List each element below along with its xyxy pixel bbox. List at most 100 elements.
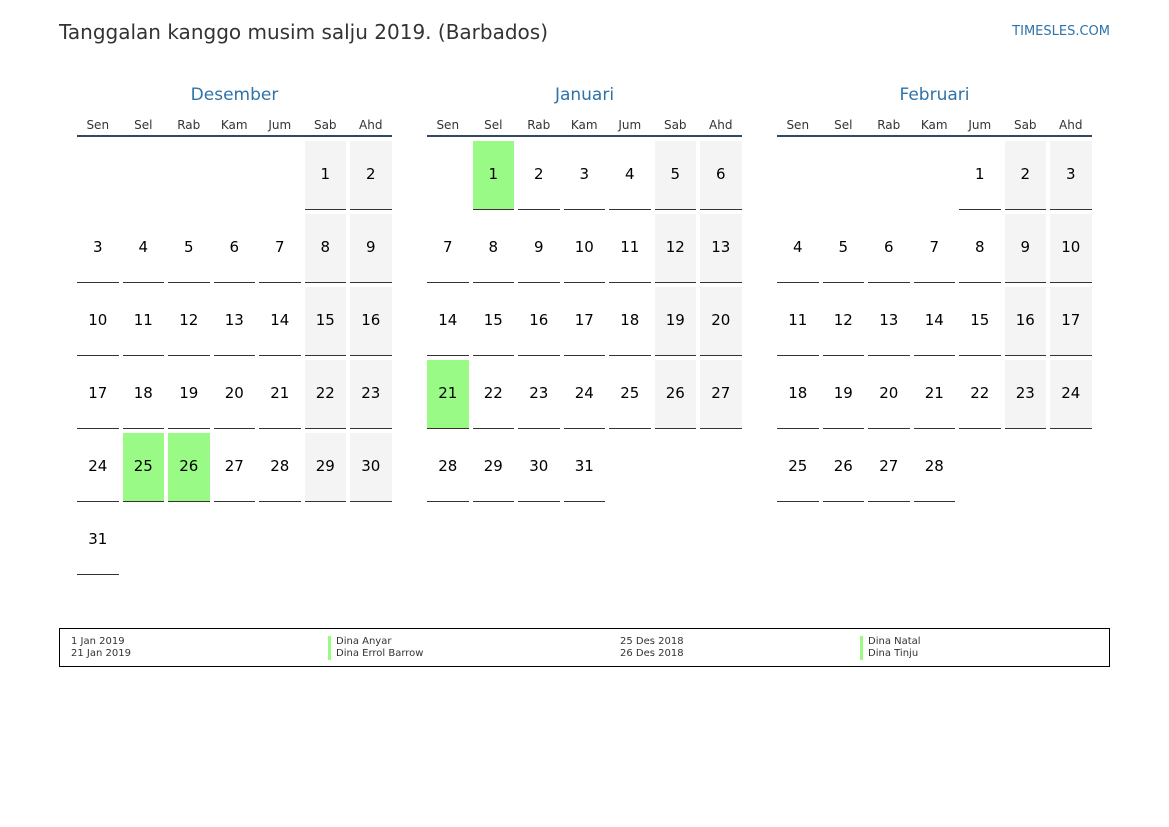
empty-cell xyxy=(868,141,910,210)
day-cell: 11 xyxy=(609,214,651,283)
day-cell: 8 xyxy=(304,214,346,283)
weekday-label: Rab xyxy=(527,118,551,132)
legend-holiday-name: Dina Anyar xyxy=(328,636,391,648)
month-name: Desember xyxy=(190,85,279,105)
day-cell: 12 xyxy=(654,214,696,283)
day-cell: 13 xyxy=(213,287,255,356)
day-cell: 23 xyxy=(518,360,560,429)
day-cell: 8 xyxy=(472,214,514,283)
day-cell: 19 xyxy=(822,360,864,429)
day-cell: 27 xyxy=(700,360,742,429)
day-cell: 22 xyxy=(304,360,346,429)
day-cell: 15 xyxy=(304,287,346,356)
day-cell: 29 xyxy=(472,433,514,502)
day-cell: 15 xyxy=(959,287,1001,356)
day-cell: 8 xyxy=(959,214,1001,283)
weekday-label: Rab xyxy=(877,118,901,132)
day-cell: 3 xyxy=(563,141,605,210)
legend-holiday-name: Dina Natal xyxy=(860,636,921,648)
empty-cell xyxy=(427,141,469,210)
weekday-label: Sel xyxy=(834,118,853,132)
day-cell: 7 xyxy=(913,214,955,283)
day-cell: 10 xyxy=(563,214,605,283)
legend-date: 25 Des 2018 xyxy=(620,636,684,647)
day-cell: 22 xyxy=(959,360,1001,429)
day-cell: 23 xyxy=(350,360,392,429)
day-cell: 9 xyxy=(1004,214,1046,283)
day-cell: 1 xyxy=(959,141,1001,210)
day-cell: 14 xyxy=(259,287,301,356)
day-cell: 17 xyxy=(77,360,119,429)
day-cell: 14 xyxy=(427,287,469,356)
day-cell: 13 xyxy=(700,214,742,283)
day-cell: 3 xyxy=(1050,141,1092,210)
day-cell: 15 xyxy=(472,287,514,356)
legend-date: 1 Jan 2019 xyxy=(71,636,125,647)
weekday-label: Sen xyxy=(436,118,460,132)
day-grid: 1 2 3 4 5 6 7 8 9 10 11 12 13 14 15 16 17 18 19 20 21 22 23 24 2… xyxy=(777,141,1092,502)
day-cell: 20 xyxy=(868,360,910,429)
day-cell: 9 xyxy=(518,214,560,283)
weekday-label: Jum xyxy=(968,118,992,132)
day-cell: 24 xyxy=(1050,360,1092,429)
day-cell: 18 xyxy=(777,360,819,429)
month-name: Februari xyxy=(899,85,970,105)
day-cell: 25 xyxy=(609,360,651,429)
day-cell: 19 xyxy=(654,287,696,356)
day-cell: 3 xyxy=(77,214,119,283)
day-cell: 18 xyxy=(609,287,651,356)
day-cell: 30 xyxy=(350,433,392,502)
day-cell: 6 xyxy=(868,214,910,283)
weekday-label: Rab xyxy=(177,118,201,132)
weekday-label: Sel xyxy=(134,118,153,132)
weekday-label: Sel xyxy=(484,118,503,132)
weekday-label: Jum xyxy=(618,118,642,132)
page-title: Tanggalan kanggo musim salju 2019. (Barb… xyxy=(59,20,548,44)
month-name: Januari xyxy=(554,85,615,105)
empty-cell xyxy=(77,141,119,210)
weekday-header: Sen Sel Rab Kam Jum Sab Ahd xyxy=(427,115,742,137)
day-cell: 27 xyxy=(868,433,910,502)
day-cell: 23 xyxy=(1004,360,1046,429)
day-cell: 22 xyxy=(472,360,514,429)
day-cell: 12 xyxy=(168,287,210,356)
holiday-day-cell: 21 xyxy=(427,360,469,429)
empty-cell xyxy=(123,141,165,210)
empty-cell xyxy=(914,141,956,210)
day-cell: 7 xyxy=(427,214,469,283)
weekday-label: Kam xyxy=(220,118,248,132)
holiday-day-cell: 25 xyxy=(122,433,164,502)
empty-cell xyxy=(259,141,301,210)
weekday-label: Sab xyxy=(1013,118,1037,132)
day-cell: 24 xyxy=(563,360,605,429)
day-cell: 31 xyxy=(563,433,605,502)
day-cell: 9 xyxy=(350,214,392,283)
day-cell: 21 xyxy=(913,360,955,429)
site-link[interactable]: TIMESLES.COM xyxy=(1012,24,1110,39)
day-cell: 6 xyxy=(213,214,255,283)
day-cell: 4 xyxy=(122,214,164,283)
day-cell: 31 xyxy=(77,506,119,575)
day-cell: 25 xyxy=(777,433,819,502)
day-cell: 16 xyxy=(1004,287,1046,356)
holiday-day-cell: 1 xyxy=(472,141,514,210)
holiday-legend: 1 Jan 2019 21 Jan 2019 Dina Anyar Dina E… xyxy=(59,628,1110,667)
day-cell: 10 xyxy=(77,287,119,356)
day-cell: 14 xyxy=(913,287,955,356)
weekday-label: Sen xyxy=(86,118,110,132)
day-cell: 2 xyxy=(1004,141,1046,210)
day-cell: 20 xyxy=(700,287,742,356)
day-grid: 1 2 3 4 5 6 7 8 9 10 11 12 13 14 15 16 17 18 19 20 21 22 23 24 2… xyxy=(77,141,392,575)
weekday-label: Sen xyxy=(786,118,810,132)
empty-cell xyxy=(777,141,819,210)
day-cell: 5 xyxy=(654,141,696,210)
day-cell: 24 xyxy=(77,433,119,502)
day-cell: 26 xyxy=(822,433,864,502)
legend-date: 26 Des 2018 xyxy=(620,648,684,659)
day-cell: 11 xyxy=(777,287,819,356)
day-cell: 28 xyxy=(427,433,469,502)
day-cell: 13 xyxy=(868,287,910,356)
day-cell: 4 xyxy=(609,141,651,210)
